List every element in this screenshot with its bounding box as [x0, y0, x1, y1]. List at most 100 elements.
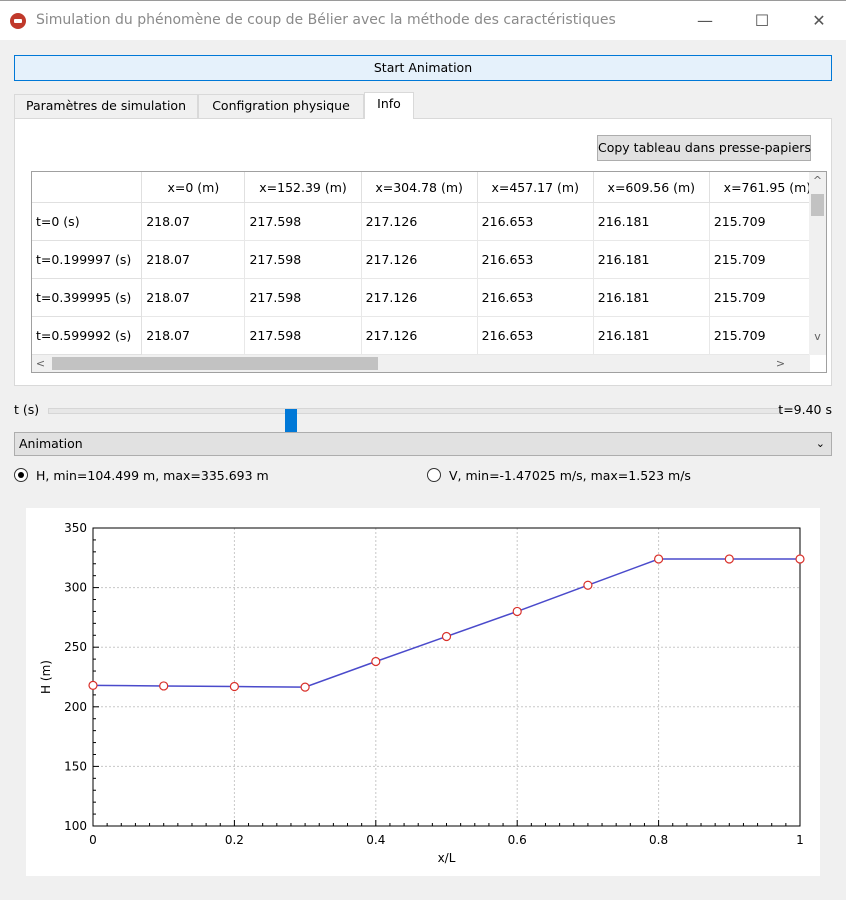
- table-cell[interactable]: 216.181: [593, 278, 710, 317]
- column-header[interactable]: x=609.56 (m): [593, 172, 710, 203]
- time-slider-label: t (s): [14, 402, 40, 417]
- minimize-button[interactable]: —: [697, 11, 713, 30]
- table-cell[interactable]: 217.126: [361, 202, 478, 241]
- column-header[interactable]: x=0 (m): [141, 172, 246, 203]
- table-cell[interactable]: 217.126: [361, 278, 478, 317]
- results-grid: x=0 (m) x=152.39 (m) x=304.78 (m) x=457.…: [32, 172, 826, 355]
- table-cell[interactable]: 218.07: [141, 316, 246, 355]
- radio-v-indicator[interactable]: [427, 468, 441, 482]
- x-tick-label: 0.6: [508, 833, 527, 847]
- table-cell[interactable]: 217.598: [244, 240, 362, 279]
- column-header[interactable]: x=152.39 (m): [244, 172, 362, 203]
- series-line: [92, 558, 800, 688]
- table-cell[interactable]: 217.126: [361, 316, 478, 355]
- table-cell[interactable]: 216.653: [477, 316, 594, 355]
- tab-info[interactable]: Info: [364, 92, 414, 119]
- scroll-right-arrow[interactable]: >: [775, 357, 786, 370]
- column-header[interactable]: x=457.17 (m): [477, 172, 594, 203]
- copy-table-button[interactable]: Copy tableau dans presse-papiers: [597, 135, 811, 161]
- horizontal-scroll-thumb[interactable]: [52, 357, 378, 370]
- column-header[interactable]: x=304.78 (m): [361, 172, 478, 203]
- data-point: [441, 631, 452, 642]
- animation-select[interactable]: Animation ⌄: [14, 432, 832, 456]
- x-tick-label: 0: [89, 833, 97, 847]
- table-cell[interactable]: 215.709: [709, 278, 826, 317]
- table-cell[interactable]: 216.181: [593, 316, 710, 355]
- table-cell[interactable]: 218.07: [141, 278, 246, 317]
- table-cell[interactable]: 217.126: [361, 240, 478, 279]
- table-cell[interactable]: 218.07: [141, 202, 246, 241]
- y-tick-label: 350: [64, 521, 87, 535]
- table-corner: [32, 172, 143, 203]
- data-point: [653, 554, 664, 564]
- tab-physical-configuration[interactable]: Configration physique: [198, 94, 364, 118]
- data-point: [229, 681, 239, 692]
- table-cell[interactable]: 215.709: [709, 316, 826, 355]
- y-tick-label: 200: [64, 700, 87, 714]
- time-slider-row: t (s) t=9.40 s: [14, 398, 832, 433]
- data-point: [583, 580, 593, 590]
- chart-area: 0 0.2 0.4 0.6 0.8 1 100 150 200 250 300 350 x/L H (m): [26, 508, 820, 876]
- x-tick-label: 0.8: [649, 833, 668, 847]
- table-row: t=0 (s) 218.07 217.598 217.126 216.653 2…: [32, 202, 826, 241]
- column-header[interactable]: x=761.95 (m): [709, 172, 826, 203]
- radio-h-label: H, min=104.499 m, max=335.693 m: [36, 468, 269, 483]
- data-point: [159, 681, 169, 691]
- start-animation-button[interactable]: Start Animation: [14, 55, 832, 81]
- scroll-down-arrow[interactable]: v: [814, 330, 821, 343]
- time-slider-value: t=9.40 s: [778, 402, 832, 417]
- table-cell[interactable]: 216.653: [477, 202, 594, 241]
- y-tick-label: 300: [64, 581, 87, 595]
- radio-h-indicator[interactable]: [14, 468, 28, 482]
- row-header[interactable]: t=0 (s): [32, 202, 143, 241]
- table-cell[interactable]: 217.598: [244, 316, 362, 355]
- x-tick-label: 1: [796, 833, 804, 847]
- table-cell[interactable]: 216.653: [477, 278, 594, 317]
- table-cell[interactable]: 217.598: [244, 278, 362, 317]
- y-tick-label: 150: [64, 759, 87, 773]
- y-axis-label: H (m): [39, 660, 53, 694]
- row-header[interactable]: t=0.399995 (s): [32, 278, 143, 317]
- data-point: [795, 554, 805, 564]
- time-slider-handle[interactable]: [285, 409, 297, 433]
- table-cell[interactable]: 216.181: [593, 240, 710, 279]
- data-point: [371, 656, 381, 667]
- data-point: [512, 606, 522, 617]
- data-point: [724, 554, 734, 564]
- table-cell[interactable]: 215.709: [709, 240, 826, 279]
- scroll-left-arrow[interactable]: <: [35, 357, 46, 370]
- row-header[interactable]: t=0.599992 (s): [32, 316, 143, 355]
- table-cell[interactable]: 218.07: [141, 240, 246, 279]
- vertical-scrollbar[interactable]: ^ v: [809, 172, 826, 355]
- y-tick-label: 250: [64, 640, 87, 654]
- data-point: [300, 682, 310, 692]
- data-point: [88, 680, 98, 690]
- info-panel: Copy tableau dans presse-papiers x=0 (m)…: [14, 118, 832, 386]
- horizontal-scrollbar[interactable]: < >: [32, 355, 810, 372]
- row-header[interactable]: t=0.199997 (s): [32, 240, 143, 279]
- h-profile-chart: 0 0.2 0.4 0.6 0.8 1 100 150 200 250 300 350 x/L H (m): [39, 521, 805, 865]
- title-bar: Simulation du phénomène de coup de Bélie…: [0, 0, 846, 40]
- close-button[interactable]: ✕: [812, 11, 826, 30]
- table-row: t=0.199997 (s) 218.07 217.598 217.126 21…: [32, 240, 826, 279]
- table-row: t=0.599992 (s) 218.07 217.598 217.126 21…: [32, 316, 826, 355]
- y-tick-label: 100: [64, 819, 87, 833]
- table-cell[interactable]: 216.653: [477, 240, 594, 279]
- app-icon: [10, 13, 26, 29]
- time-slider-track[interactable]: [48, 408, 782, 433]
- table-cell[interactable]: 215.709: [709, 202, 826, 241]
- x-axis-label: x/L: [438, 851, 456, 865]
- scroll-up-arrow[interactable]: ^: [812, 174, 823, 187]
- chevron-down-icon: ⌄: [815, 437, 825, 450]
- table-cell[interactable]: 217.598: [244, 202, 362, 241]
- maximize-button[interactable]: ☐: [754, 11, 770, 30]
- vertical-scroll-thumb[interactable]: [811, 194, 824, 216]
- animation-select-value: Animation: [19, 436, 83, 451]
- table-row: t=0.399995 (s) 218.07 217.598 217.126 21…: [32, 278, 826, 317]
- tab-simulation-parameters[interactable]: Paramètres de simulation: [14, 94, 198, 118]
- results-table[interactable]: x=0 (m) x=152.39 (m) x=304.78 (m) x=457.…: [31, 171, 827, 373]
- radio-v-label: V, min=-1.47025 m/s, max=1.523 m/s: [449, 468, 691, 483]
- window-title: Simulation du phénomène de coup de Bélie…: [36, 12, 616, 28]
- table-cell[interactable]: 216.181: [593, 202, 710, 241]
- plot-frame: [92, 527, 801, 827]
